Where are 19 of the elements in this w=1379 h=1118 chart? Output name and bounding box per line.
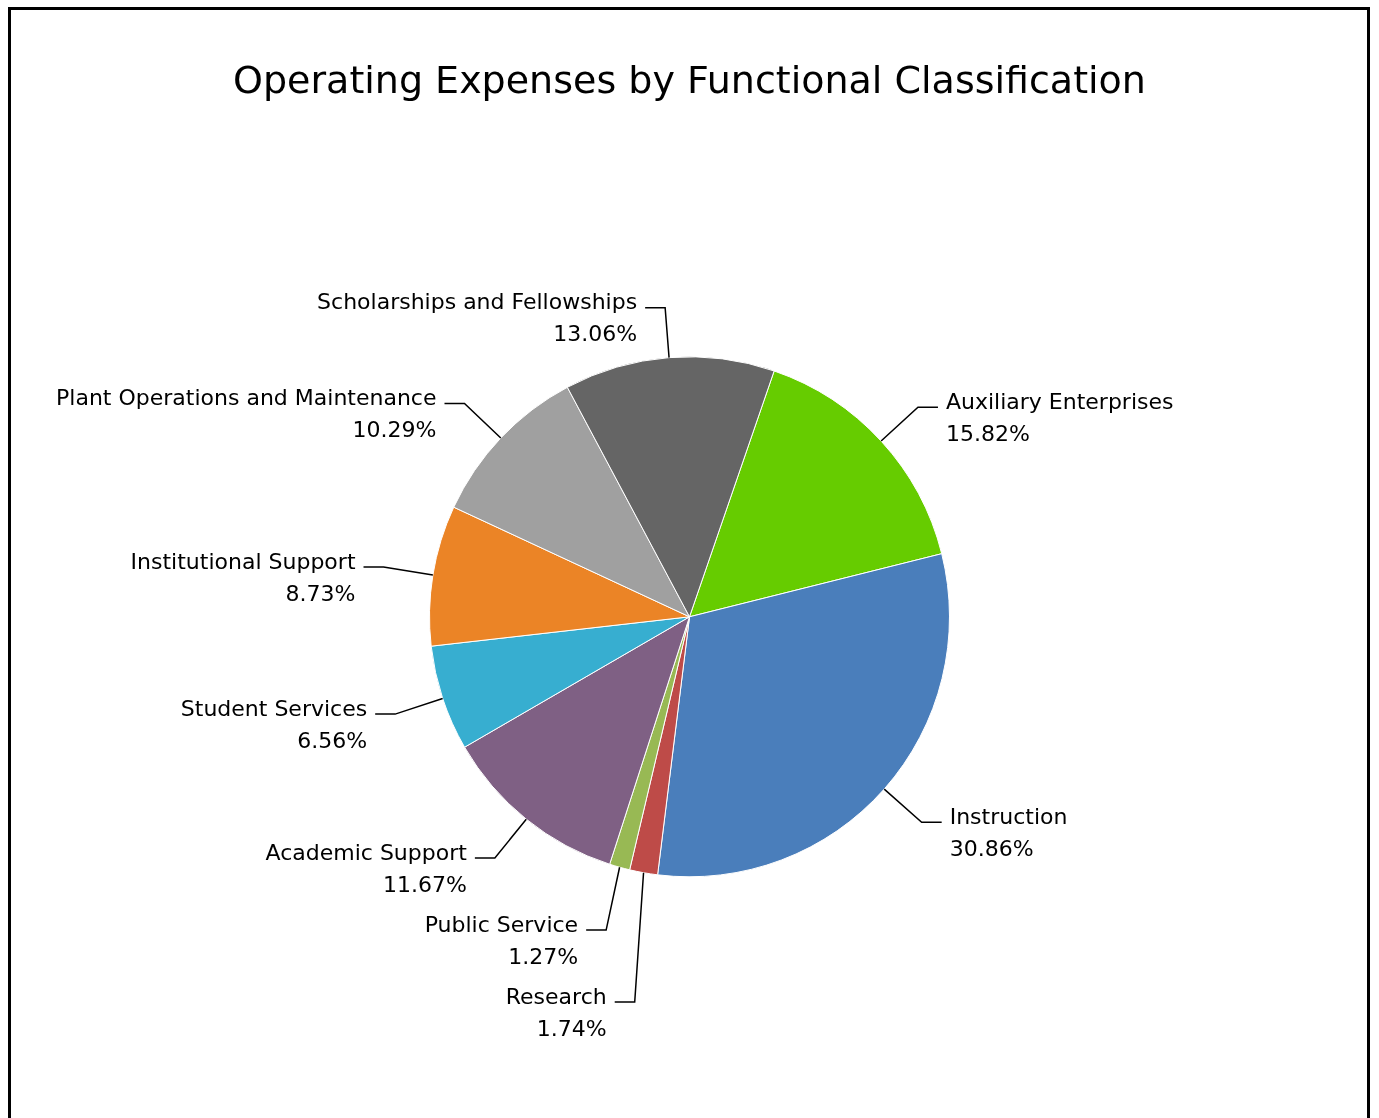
data-label: 1.27% bbox=[508, 943, 579, 969]
chart-title: Operating Expenses by Functional Classification bbox=[233, 57, 1146, 102]
slice-label: Academic Support bbox=[265, 839, 468, 865]
slice-label: Student Services bbox=[180, 695, 368, 721]
slice-label: Plant Operations and Maintenance bbox=[56, 385, 437, 411]
data-label: 30.86% bbox=[949, 835, 1034, 861]
slice-label: Auxiliary Enterprises bbox=[945, 388, 1174, 414]
data-label: 6.56% bbox=[297, 727, 368, 753]
data-label: 8.73% bbox=[285, 580, 356, 606]
slice-label: Research bbox=[505, 983, 607, 1009]
slice-label: Institutional Support bbox=[130, 548, 356, 574]
data-label: 11.67% bbox=[382, 871, 467, 897]
data-label: 13.06% bbox=[553, 321, 638, 347]
data-label: 15.82% bbox=[945, 420, 1030, 446]
data-label: 10.29% bbox=[352, 417, 437, 443]
data-label: 1.74% bbox=[536, 1015, 607, 1041]
slice-label: Scholarships and Fellowships bbox=[317, 289, 638, 315]
slice-label: Public Service bbox=[424, 911, 579, 937]
slice-label: Instruction bbox=[949, 803, 1068, 829]
